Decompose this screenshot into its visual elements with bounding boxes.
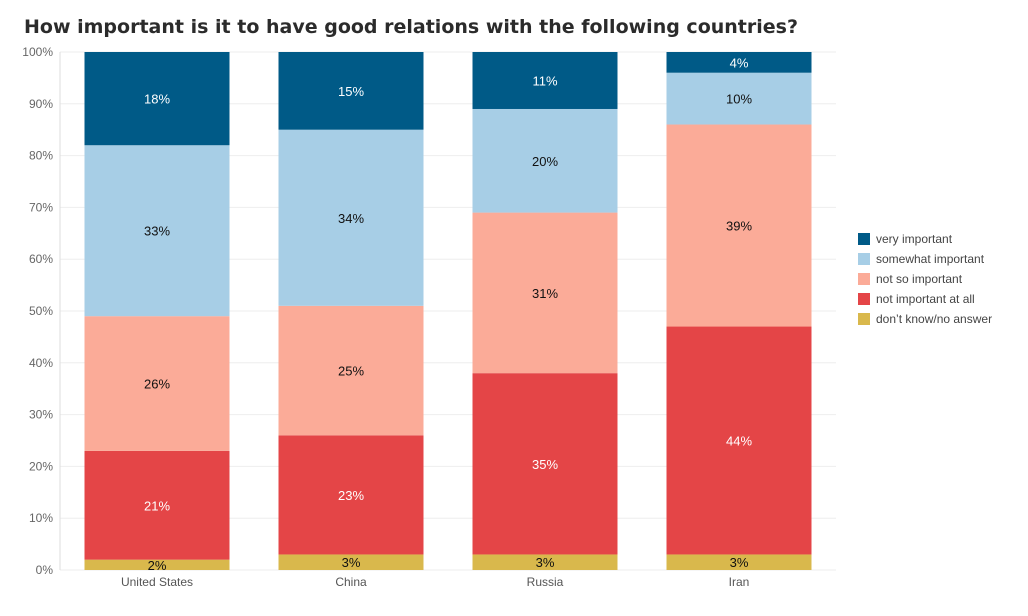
bar-segment [472, 373, 618, 555]
legend-item: somewhat important [858, 249, 992, 269]
y-tick-label: 50% [29, 304, 53, 318]
data-label: 21% [144, 498, 170, 513]
category-label: China [335, 575, 367, 589]
legend-item: very important [858, 229, 992, 249]
data-label: 20% [532, 154, 558, 169]
legend-swatch [858, 273, 870, 285]
bar-segment [472, 108, 618, 213]
data-label: 15% [338, 84, 364, 99]
bar-segment [472, 554, 618, 570]
y-tick-label: 100% [22, 45, 53, 59]
category-label: United States [121, 575, 193, 589]
data-label: 3% [730, 555, 749, 570]
legend-swatch [858, 253, 870, 265]
data-label: 39% [726, 219, 752, 234]
legend-label: somewhat important [876, 252, 985, 266]
y-tick-label: 40% [29, 356, 53, 370]
data-label: 33% [144, 224, 170, 239]
legend-swatch [858, 313, 870, 325]
legend-label: not so important [876, 272, 963, 286]
bar-segment [84, 450, 230, 560]
y-tick-label: 30% [29, 408, 53, 422]
legend-item: not so important [858, 269, 992, 289]
y-tick-label: 20% [29, 459, 53, 473]
bar-segment [666, 72, 812, 125]
bar-segment [666, 52, 812, 73]
bar-segment [84, 559, 230, 570]
bar-segment [666, 326, 812, 555]
bar-segment [472, 212, 618, 374]
bar-segment [84, 145, 230, 317]
data-label: 3% [536, 555, 555, 570]
data-label: 35% [532, 457, 558, 472]
bar-segment [278, 554, 424, 570]
data-label: 25% [338, 364, 364, 379]
legend-item: not important at all [858, 289, 992, 309]
legend: very important somewhat important not so i… [858, 229, 992, 329]
legend-label: very important [876, 232, 953, 246]
data-label: 10% [726, 92, 752, 107]
category-label: Iran [729, 575, 750, 589]
bar-segment [278, 435, 424, 555]
bar-segment [278, 129, 424, 306]
y-tick-label: 70% [29, 200, 53, 214]
legend-item: don’t know/no answer [858, 309, 992, 329]
y-tick-label: 80% [29, 149, 53, 163]
data-label: 2% [148, 558, 167, 573]
bar-segment [278, 52, 424, 130]
data-label: 44% [726, 434, 752, 449]
bar-segment [666, 554, 812, 570]
data-label: 4% [730, 55, 749, 70]
bar-segment [666, 124, 812, 327]
bar-segment [84, 52, 230, 146]
bar-segment [472, 52, 618, 109]
bar-segment [278, 305, 424, 436]
y-tick-label: 10% [29, 511, 53, 525]
data-label: 18% [144, 92, 170, 107]
data-label: 11% [532, 73, 557, 88]
bar-segment [84, 316, 230, 451]
y-tick-label: 0% [36, 563, 54, 577]
data-label: 31% [532, 286, 558, 301]
data-label: 26% [144, 377, 170, 392]
y-tick-label: 60% [29, 252, 53, 266]
data-label: 23% [338, 488, 364, 503]
legend-swatch [858, 233, 870, 245]
legend-label: not important at all [876, 292, 975, 306]
legend-label: don’t know/no answer [876, 312, 993, 326]
data-label: 3% [342, 555, 361, 570]
legend-swatch [858, 293, 870, 305]
data-label: 34% [338, 211, 364, 226]
y-tick-label: 90% [29, 97, 53, 111]
chart-title: How important is it to have good relatio… [24, 16, 798, 38]
category-label: Russia [527, 575, 564, 589]
